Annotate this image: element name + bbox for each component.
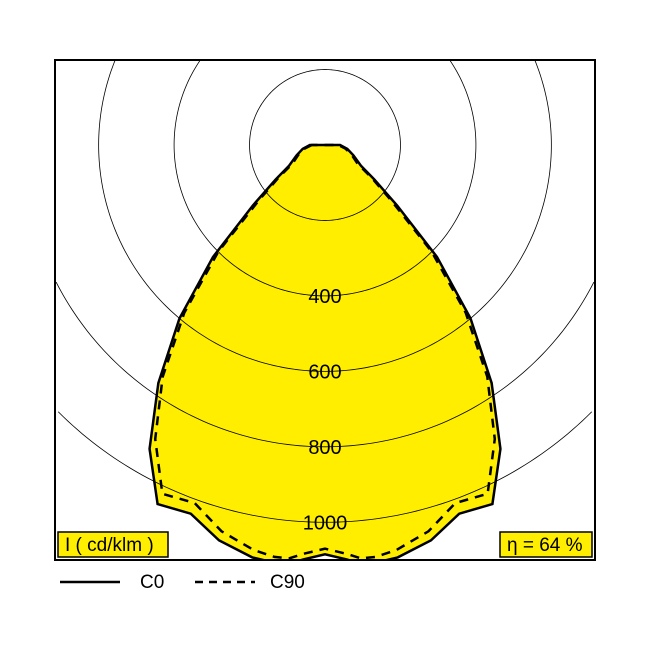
eff-label: η = 64 %: [507, 535, 583, 556]
radial-label: 400: [308, 286, 341, 308]
distribution-fill: [150, 145, 501, 564]
legend-c90: C90: [270, 572, 305, 593]
polar-chart: 400 600 800 1000 I ( cd/klm ) η = 64 % C0 C90: [0, 0, 650, 650]
radial-label: 1000: [303, 512, 348, 534]
unit-label: I ( cd/klm ): [65, 535, 154, 556]
radial-label: 600: [308, 361, 341, 383]
radial-label: 800: [308, 437, 341, 459]
legend-c0: C0: [140, 572, 164, 593]
